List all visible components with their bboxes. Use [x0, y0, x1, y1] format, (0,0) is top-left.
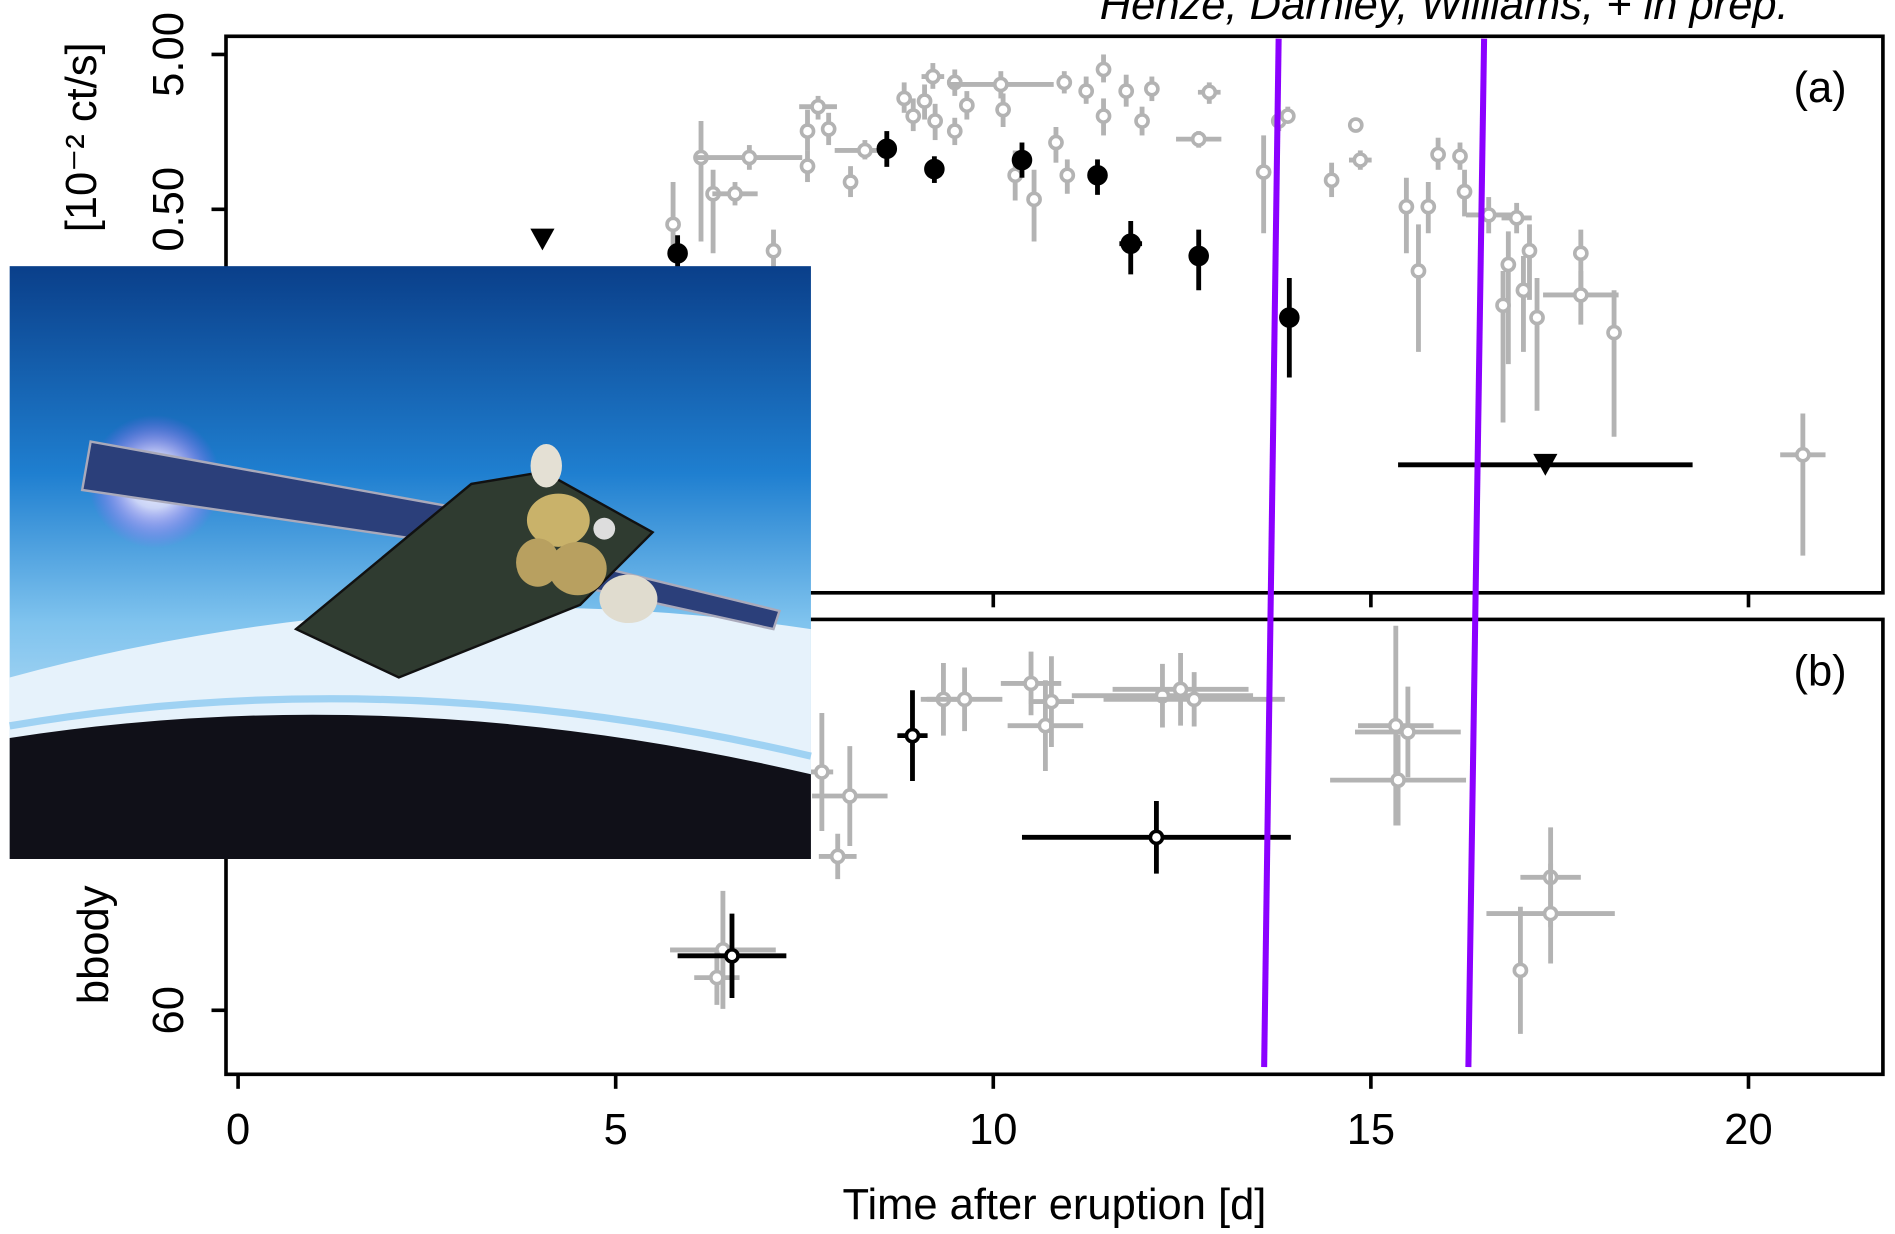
data-point	[813, 764, 830, 780]
upper-limit	[530, 228, 555, 251]
data-point	[1500, 256, 1517, 273]
y-tick-label: 60	[145, 986, 193, 1034]
y-axis-label: bbody	[70, 885, 118, 1004]
data-point	[876, 138, 898, 160]
y-tick-label: 5.00	[145, 12, 193, 97]
data-point	[1410, 263, 1427, 279]
data-point	[1087, 164, 1108, 186]
data-point	[1023, 675, 1039, 692]
data-point	[667, 243, 688, 264]
data-point	[1542, 905, 1559, 922]
data-point	[829, 848, 846, 865]
data-point	[741, 149, 758, 166]
data-point	[916, 93, 933, 109]
marker-line	[1261, 38, 1282, 1068]
data-point	[927, 113, 943, 129]
y-axis-label: [10⁻² ct/s]	[58, 42, 106, 232]
data-point	[1188, 245, 1209, 267]
x-axis-label: Time after eruption [d]	[843, 1181, 1267, 1229]
x-tick-label: 15	[1347, 1106, 1395, 1154]
credit-annotation: Henze, Darnley, Williams, + in prep.	[1100, 0, 1789, 29]
data-point	[1059, 167, 1076, 184]
data-point	[1521, 242, 1538, 259]
data-point	[1255, 164, 1272, 180]
panel-label: (a)	[1793, 64, 1846, 112]
data-point	[842, 174, 859, 190]
data-point	[1095, 61, 1112, 78]
data-point	[1134, 113, 1150, 129]
data-point	[1606, 324, 1622, 341]
data-point	[1172, 681, 1189, 698]
data-point	[1495, 297, 1511, 314]
data-point	[727, 185, 743, 202]
data-point	[1795, 446, 1811, 463]
data-point	[1186, 691, 1203, 708]
data-point	[1420, 198, 1437, 215]
data-point	[1390, 772, 1406, 788]
data-point	[1144, 80, 1160, 97]
data-point	[1400, 724, 1416, 740]
data-point	[820, 121, 837, 137]
data-point	[1201, 84, 1218, 101]
data-point	[1512, 962, 1529, 979]
data-point	[1456, 183, 1473, 200]
y-tick-label: 0.50	[145, 167, 193, 252]
x-tick-label: 5	[604, 1106, 628, 1154]
data-point	[956, 691, 973, 708]
data-point	[1430, 146, 1446, 163]
data-point	[799, 158, 816, 175]
data-point	[1007, 167, 1024, 184]
data-point	[1095, 108, 1112, 124]
data-point	[1323, 172, 1340, 189]
data-point	[1120, 233, 1142, 254]
data-point	[925, 68, 941, 85]
data-point	[1398, 198, 1415, 215]
data-point	[958, 97, 975, 114]
data-point	[896, 90, 913, 107]
data-point	[1347, 117, 1364, 133]
data-point	[1148, 829, 1165, 846]
data-point	[1529, 309, 1545, 326]
data-point	[1572, 245, 1589, 262]
data-point	[810, 98, 826, 115]
x-tick-label: 20	[1724, 1106, 1772, 1154]
satellite-photo	[9, 266, 812, 859]
data-point	[1515, 282, 1532, 299]
panel-label: (b)	[1793, 647, 1846, 695]
data-point	[1352, 152, 1369, 168]
data-point	[946, 123, 963, 139]
data-point	[665, 216, 681, 233]
upper-limit	[1533, 453, 1558, 476]
data-point	[857, 142, 873, 159]
eruption-markers	[1261, 38, 1488, 1068]
data-point	[841, 788, 858, 804]
data-point	[924, 158, 945, 180]
data-point	[1026, 191, 1042, 208]
data-point	[1279, 108, 1296, 124]
data-point	[1048, 134, 1064, 151]
x-tick-label: 0	[226, 1106, 250, 1154]
data-point	[799, 123, 816, 139]
data-point	[905, 108, 922, 124]
data-point	[1508, 210, 1525, 226]
data-point	[1011, 149, 1033, 171]
data-point	[992, 76, 1009, 93]
data-point	[904, 727, 921, 744]
data-point	[709, 969, 725, 986]
data-point	[1190, 131, 1207, 147]
data-point	[1056, 74, 1073, 91]
data-point	[1279, 307, 1300, 328]
data-point	[1078, 83, 1095, 99]
marker-line	[1465, 38, 1488, 1068]
data-point	[1452, 148, 1468, 165]
data-point	[1572, 287, 1589, 303]
data-point	[995, 101, 1011, 118]
data-point	[724, 947, 740, 964]
data-point	[1118, 83, 1135, 99]
data-point	[1043, 693, 1060, 710]
data-point	[765, 242, 782, 259]
x-tick-label: 10	[969, 1106, 1017, 1154]
